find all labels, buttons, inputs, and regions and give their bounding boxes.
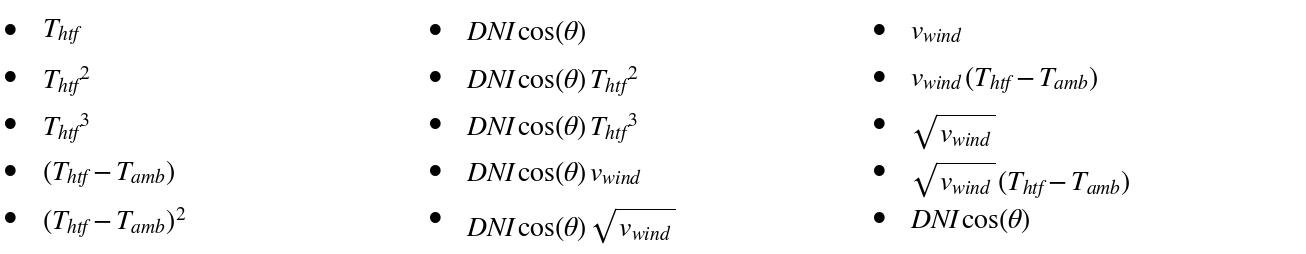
Text: $\mathit{DNI}\,\cos(\theta)\,\mathit{v}_{wind}$: $\mathit{DNI}\,\cos(\theta)\,\mathit{v}_… <box>466 159 643 188</box>
Text: $\mathit{v}_{wind}$: $\mathit{v}_{wind}$ <box>910 18 963 46</box>
Text: •: • <box>427 112 443 137</box>
Text: •: • <box>871 159 887 184</box>
Text: $\mathit{T}_{htf}{}^{3}$: $\mathit{T}_{htf}{}^{3}$ <box>42 112 90 146</box>
Text: $\mathit{DNI}\,\cos(\theta)\,\mathit{T}_{htf}{}^{3}$: $\mathit{DNI}\,\cos(\theta)\,\mathit{T}_… <box>466 112 637 146</box>
Text: •: • <box>3 206 18 231</box>
Text: •: • <box>871 18 887 43</box>
Text: •: • <box>3 112 18 137</box>
Text: $\sqrt{\mathit{v}_{wind}}\,(\mathit{T}_{htf} - \mathit{T}_{amb})$: $\sqrt{\mathit{v}_{wind}}\,(\mathit{T}_{… <box>910 159 1131 200</box>
Text: $\mathit{T}_{htf}$: $\mathit{T}_{htf}$ <box>42 18 82 47</box>
Text: •: • <box>427 65 443 90</box>
Text: •: • <box>3 159 18 184</box>
Text: $\mathit{v}_{wind}\,(\mathit{T}_{htf} - \mathit{T}_{amb})$: $\mathit{v}_{wind}\,(\mathit{T}_{htf} - … <box>910 65 1098 96</box>
Text: •: • <box>427 159 443 184</box>
Text: •: • <box>871 206 887 231</box>
Text: •: • <box>3 18 18 43</box>
Text: $(\mathit{T}_{htf} - \mathit{T}_{amb})$: $(\mathit{T}_{htf} - \mathit{T}_{amb})$ <box>42 159 175 190</box>
Text: •: • <box>871 112 887 137</box>
Text: $(\mathit{T}_{htf} - \mathit{T}_{amb})^{2}$: $(\mathit{T}_{htf} - \mathit{T}_{amb})^{… <box>42 206 187 240</box>
Text: •: • <box>427 18 443 43</box>
Text: $\mathit{DNI}\,\cos(\theta)\,\mathit{T}_{htf}{}^{2}$: $\mathit{DNI}\,\cos(\theta)\,\mathit{T}_… <box>466 65 639 99</box>
Text: •: • <box>427 206 443 231</box>
Text: •: • <box>871 65 887 90</box>
Text: $\mathit{DNI}\,\cos(\theta)$: $\mathit{DNI}\,\cos(\theta)$ <box>466 18 586 47</box>
Text: •: • <box>3 65 18 90</box>
Text: $\mathit{DNI}\,\cos(\theta)$: $\mathit{DNI}\,\cos(\theta)$ <box>910 206 1030 235</box>
Text: $\mathit{DNI}\,\cos(\theta)\,\sqrt{\mathit{v}_{wind}}$: $\mathit{DNI}\,\cos(\theta)\,\sqrt{\math… <box>466 206 675 246</box>
Text: $\mathit{T}_{htf}{}^{2}$: $\mathit{T}_{htf}{}^{2}$ <box>42 65 90 99</box>
Text: $\sqrt{\mathit{v}_{wind}}$: $\sqrt{\mathit{v}_{wind}}$ <box>910 112 996 152</box>
